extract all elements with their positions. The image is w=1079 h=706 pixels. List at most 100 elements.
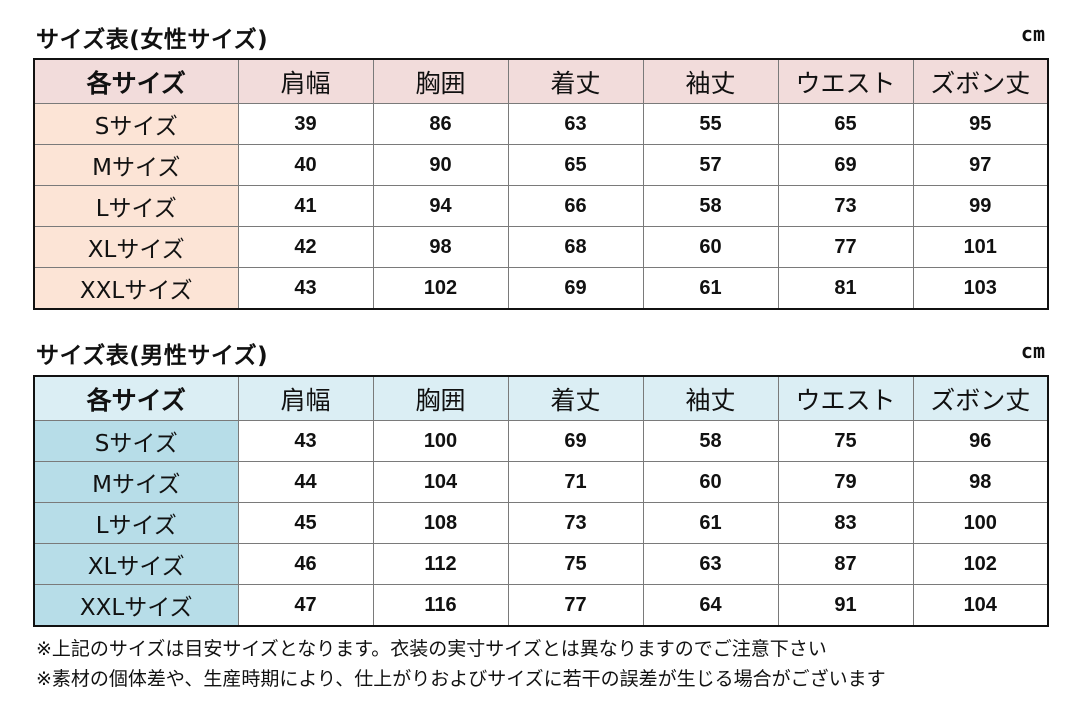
table-cell: 73 bbox=[777, 185, 914, 227]
table-row: XLサイズ 46 112 75 63 87 102 bbox=[33, 543, 1049, 585]
row-size-label: XLサイズ bbox=[33, 543, 239, 585]
table-cell: 77 bbox=[507, 584, 644, 627]
table-row: Mサイズ 40 90 65 57 69 97 bbox=[33, 144, 1049, 186]
table-cell: 112 bbox=[372, 543, 509, 585]
column-header: 袖丈 bbox=[642, 58, 779, 104]
column-header: ズボン丈 bbox=[912, 375, 1049, 421]
men-size-table-title: サイズ表(男性サイズ) bbox=[36, 343, 269, 369]
table-cell: 81 bbox=[777, 267, 914, 310]
table-cell: 75 bbox=[777, 420, 914, 462]
table-cell: 43 bbox=[237, 420, 374, 462]
table-cell: 39 bbox=[237, 103, 374, 145]
table-row: Lサイズ 45 108 73 61 83 100 bbox=[33, 502, 1049, 544]
table-cell: 42 bbox=[237, 226, 374, 268]
table-cell: 69 bbox=[507, 420, 644, 462]
table-cell: 47 bbox=[237, 584, 374, 627]
row-size-label: Mサイズ bbox=[33, 144, 239, 186]
table-cell: 100 bbox=[912, 502, 1049, 544]
table-cell: 63 bbox=[642, 543, 779, 585]
table-cell: 43 bbox=[237, 267, 374, 310]
table-cell: 44 bbox=[237, 461, 374, 503]
row-size-label: Mサイズ bbox=[33, 461, 239, 503]
table-cell: 57 bbox=[642, 144, 779, 186]
table-cell: 55 bbox=[642, 103, 779, 145]
table-cell: 73 bbox=[507, 502, 644, 544]
row-size-label: Lサイズ bbox=[33, 502, 239, 544]
table-cell: 97 bbox=[912, 144, 1049, 186]
table-cell: 116 bbox=[372, 584, 509, 627]
table-cell: 99 bbox=[912, 185, 1049, 227]
table-cell: 103 bbox=[912, 267, 1049, 310]
table-cell: 75 bbox=[507, 543, 644, 585]
table-cell: 90 bbox=[372, 144, 509, 186]
table-cell: 95 bbox=[912, 103, 1049, 145]
table-cell: 69 bbox=[777, 144, 914, 186]
table-header-row: 各サイズ 肩幅 胸囲 着丈 袖丈 ウエスト ズボン丈 bbox=[33, 58, 1049, 104]
table-row: XLサイズ 42 98 68 60 77 101 bbox=[33, 226, 1049, 268]
table-cell: 41 bbox=[237, 185, 374, 227]
table-cell: 66 bbox=[507, 185, 644, 227]
table-row: Sサイズ 39 86 63 55 65 95 bbox=[33, 103, 1049, 145]
table-cell: 68 bbox=[507, 226, 644, 268]
table-cell: 94 bbox=[372, 185, 509, 227]
row-size-label: Lサイズ bbox=[33, 185, 239, 227]
column-header: 肩幅 bbox=[237, 58, 374, 104]
column-header: 胸囲 bbox=[372, 375, 509, 421]
header-cell-size: 各サイズ bbox=[33, 58, 239, 104]
men-unit-label: cm bbox=[1020, 339, 1045, 363]
table-cell: 104 bbox=[372, 461, 509, 503]
row-size-label: Sサイズ bbox=[33, 420, 239, 462]
table-cell: 91 bbox=[777, 584, 914, 627]
table-cell: 79 bbox=[777, 461, 914, 503]
women-size-table: 各サイズ 肩幅 胸囲 着丈 袖丈 ウエスト ズボン丈 Sサイズ 39 86 63 55 65 95 Mサイ… bbox=[33, 58, 1049, 310]
table-cell: 60 bbox=[642, 226, 779, 268]
column-header: 胸囲 bbox=[372, 58, 509, 104]
table-cell: 45 bbox=[237, 502, 374, 544]
row-size-label: Sサイズ bbox=[33, 103, 239, 145]
column-header: ウエスト bbox=[777, 58, 914, 104]
table-row: XXLサイズ 47 116 77 64 91 104 bbox=[33, 584, 1049, 627]
table-cell: 58 bbox=[642, 185, 779, 227]
table-cell: 69 bbox=[507, 267, 644, 310]
row-size-label: XXLサイズ bbox=[33, 267, 239, 310]
column-header: 着丈 bbox=[507, 375, 644, 421]
column-header: 肩幅 bbox=[237, 375, 374, 421]
row-size-label: XXLサイズ bbox=[33, 584, 239, 627]
table-cell: 104 bbox=[912, 584, 1049, 627]
table-cell: 98 bbox=[912, 461, 1049, 503]
column-header: 袖丈 bbox=[642, 375, 779, 421]
table-cell: 63 bbox=[507, 103, 644, 145]
table-cell: 86 bbox=[372, 103, 509, 145]
table-cell: 83 bbox=[777, 502, 914, 544]
women-unit-label: cm bbox=[1020, 22, 1045, 46]
table-cell: 71 bbox=[507, 461, 644, 503]
table-cell: 102 bbox=[912, 543, 1049, 585]
table-cell: 98 bbox=[372, 226, 509, 268]
table-cell: 46 bbox=[237, 543, 374, 585]
table-cell: 60 bbox=[642, 461, 779, 503]
table-cell: 40 bbox=[237, 144, 374, 186]
table-cell: 87 bbox=[777, 543, 914, 585]
women-size-table-title: サイズ表(女性サイズ) bbox=[36, 27, 269, 53]
table-cell: 77 bbox=[777, 226, 914, 268]
table-row: Lサイズ 41 94 66 58 73 99 bbox=[33, 185, 1049, 227]
table-cell: 58 bbox=[642, 420, 779, 462]
table-cell: 64 bbox=[642, 584, 779, 627]
men-size-table: 各サイズ 肩幅 胸囲 着丈 袖丈 ウエスト ズボン丈 Sサイズ 43 100 69 58 75 96 Mサ… bbox=[33, 375, 1049, 627]
table-cell: 65 bbox=[507, 144, 644, 186]
notes: ※上記のサイズは目安サイズとなります。衣装の実寸サイズとは異なりますのでご注意下… bbox=[36, 634, 886, 694]
table-cell: 100 bbox=[372, 420, 509, 462]
table-cell: 96 bbox=[912, 420, 1049, 462]
table-cell: 61 bbox=[642, 502, 779, 544]
table-header-row: 各サイズ 肩幅 胸囲 着丈 袖丈 ウエスト ズボン丈 bbox=[33, 375, 1049, 421]
column-header: ウエスト bbox=[777, 375, 914, 421]
row-size-label: XLサイズ bbox=[33, 226, 239, 268]
note-line: ※上記のサイズは目安サイズとなります。衣装の実寸サイズとは異なりますのでご注意下… bbox=[36, 638, 827, 660]
table-cell: 101 bbox=[912, 226, 1049, 268]
column-header: ズボン丈 bbox=[912, 58, 1049, 104]
table-row: Sサイズ 43 100 69 58 75 96 bbox=[33, 420, 1049, 462]
table-cell: 61 bbox=[642, 267, 779, 310]
table-cell: 65 bbox=[777, 103, 914, 145]
note-line: ※素材の個体差や、生産時期により、仕上がりおよびサイズに若干の誤差が生じる場合が… bbox=[36, 668, 886, 690]
table-row: Mサイズ 44 104 71 60 79 98 bbox=[33, 461, 1049, 503]
